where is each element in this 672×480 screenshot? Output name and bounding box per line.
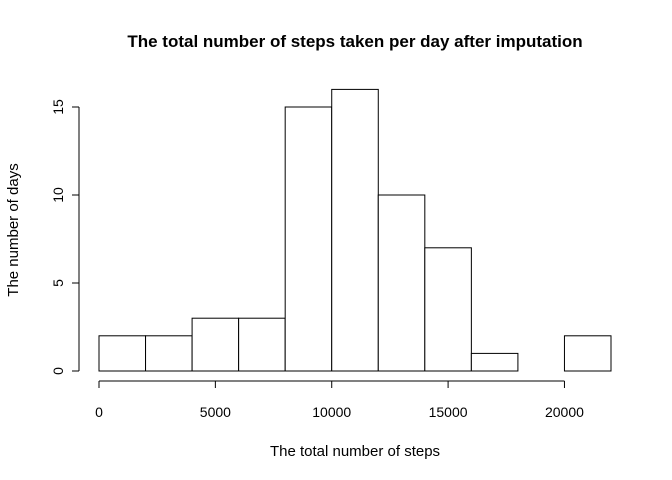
x-axis-label: The total number of steps — [270, 443, 440, 460]
chart-title: The total number of steps taken per day … — [127, 32, 582, 51]
histogram-bar-2 — [191, 317, 240, 372]
histogram-bar-6 — [377, 194, 426, 372]
y-tick-label: 5 — [50, 279, 66, 287]
histogram-bar-5 — [331, 88, 379, 372]
x-tick-label: 0 — [95, 404, 103, 420]
y-tick-label: 15 — [50, 99, 66, 115]
x-tick-label: 15000 — [429, 404, 468, 420]
histogram-bar-3 — [238, 317, 286, 372]
histogram-bar-7 — [424, 247, 472, 372]
x-tick-label: 10000 — [312, 404, 351, 420]
y-axis: 0 5 10 15 — [50, 99, 80, 375]
bars-group — [98, 88, 612, 372]
y-axis-label: The number of days — [5, 163, 22, 296]
y-tick-label: 0 — [50, 367, 66, 375]
x-axis: 0 5000 10000 15000 20000 — [95, 380, 584, 420]
y-tick-label: 10 — [50, 187, 66, 203]
histogram-bar-1 — [145, 335, 193, 372]
histogram-bar-8 — [470, 352, 519, 372]
histogram-bar-4 — [284, 106, 333, 372]
x-tick-label: 20000 — [545, 404, 584, 420]
x-tick-label: 5000 — [200, 404, 231, 420]
histogram-bar-0 — [98, 335, 147, 372]
histogram-bar-10 — [563, 335, 612, 372]
